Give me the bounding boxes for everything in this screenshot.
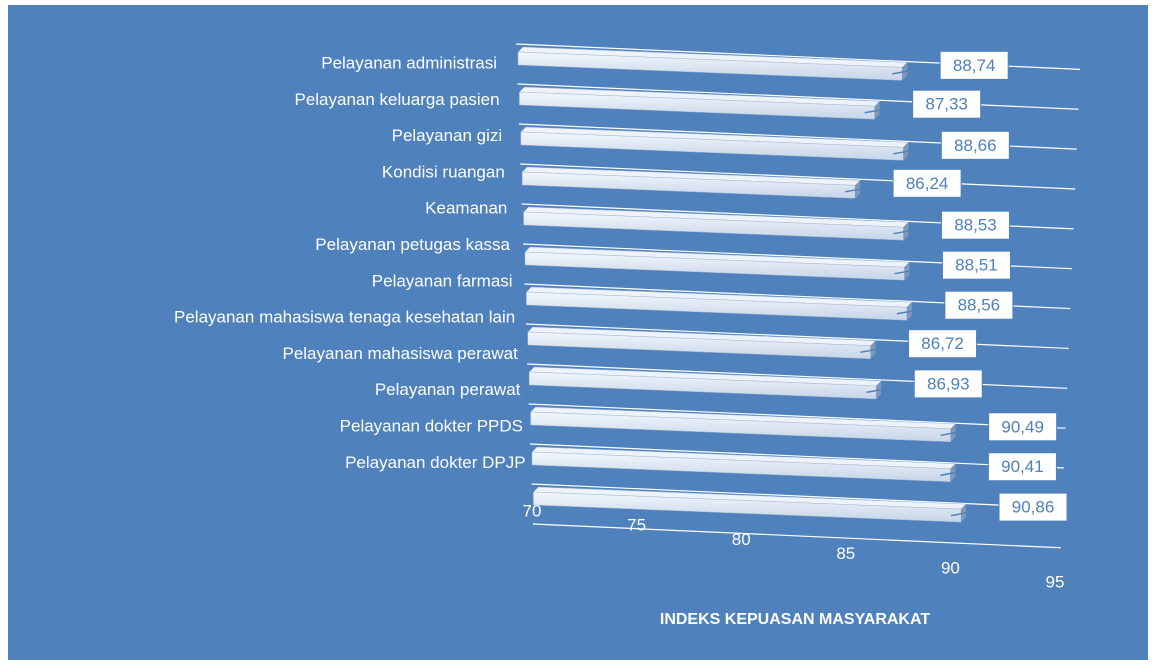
category-label: Pelayanan mahasiswa perawat: [282, 344, 518, 363]
category-label: Kondisi ruangan: [382, 162, 505, 181]
data-label: 86,24: [906, 174, 949, 193]
x-tick-label: 90: [941, 558, 960, 577]
category-label: Pelayanan perawat: [375, 380, 521, 399]
x-tick-label: 75: [627, 516, 646, 535]
leader-line: [892, 64, 941, 75]
data-label-box: [941, 250, 1011, 280]
category-label: Pelayanan petugas kassa: [315, 235, 510, 254]
data-label-box: [944, 290, 1014, 320]
x-tick-label: 85: [836, 544, 855, 563]
leader-line: [866, 383, 915, 394]
row-line: [532, 523, 1061, 549]
data-label: 90,86: [1012, 498, 1055, 517]
bar: [530, 406, 957, 443]
data-label: 87,33: [925, 95, 968, 114]
category-label: Pelayanan keluarga pasien: [294, 90, 499, 109]
leader-line: [896, 304, 946, 315]
data-label: 90,49: [1001, 417, 1044, 436]
row-line: [528, 403, 1066, 429]
data-label-box: [940, 130, 1010, 160]
data-label-box: [940, 210, 1010, 240]
bar: [520, 126, 909, 161]
data-label: 88,74: [953, 56, 996, 75]
data-label: 88,56: [958, 296, 1001, 315]
x-tick-label: 80: [732, 530, 751, 549]
data-label: 86,72: [921, 334, 964, 353]
data-label-box: [998, 492, 1068, 522]
data-label-box: [908, 329, 978, 359]
category-label: Keamanan: [425, 199, 507, 218]
data-label-box: [892, 168, 962, 198]
leader-line: [860, 342, 909, 353]
x-tick-label: 70: [523, 501, 542, 520]
bar: [518, 86, 881, 120]
category-label: Pelayanan mahasiswa tenaga kesehatan lai…: [174, 308, 515, 327]
data-label: 88,53: [954, 216, 997, 235]
row-line: [520, 163, 1076, 190]
x-tick-label: 95: [1046, 572, 1065, 591]
bar: [528, 366, 882, 400]
leader-line: [844, 182, 894, 193]
data-label: 88,66: [954, 136, 997, 155]
x-axis-title: INDEKS KEPUASAN MASYARAKAT: [660, 611, 930, 628]
bar: [532, 486, 967, 523]
leader-line: [894, 264, 943, 275]
row-line: [529, 443, 1065, 469]
bar: [527, 326, 877, 359]
leader-line: [940, 426, 989, 437]
category-label: Pelayanan administrasi: [321, 53, 497, 72]
data-label: 86,93: [927, 374, 970, 393]
data-label-box: [912, 89, 982, 119]
leader-line: [864, 103, 913, 114]
category-label: Pelayanan dokter PPDS: [340, 416, 523, 435]
row-line: [525, 323, 1069, 350]
category-label: Pelayanan dokter DPJP: [345, 453, 526, 472]
row-line: [531, 483, 1063, 509]
data-label-box: [939, 50, 1009, 80]
data-label: 90,41: [1001, 457, 1044, 476]
category-label: Pelayanan gizi: [392, 126, 503, 145]
category-label: Pelayanan farmasi: [372, 271, 513, 290]
bar: [521, 166, 861, 199]
data-label-box: [987, 452, 1057, 482]
leader-line: [950, 506, 1000, 517]
bar: [525, 286, 913, 321]
row-line: [517, 83, 1079, 110]
leader-line: [893, 144, 942, 155]
data-label: 88,51: [955, 256, 998, 275]
leader-line: [893, 224, 942, 235]
data-label-box: [988, 412, 1058, 442]
data-label-box: [913, 369, 983, 399]
bar: [523, 206, 910, 241]
bar: [531, 446, 956, 482]
leader-line: [940, 465, 989, 476]
